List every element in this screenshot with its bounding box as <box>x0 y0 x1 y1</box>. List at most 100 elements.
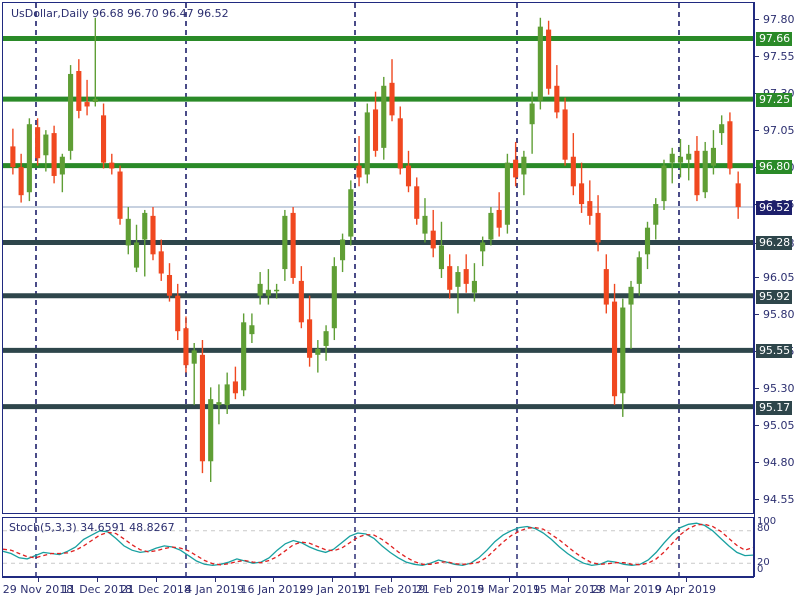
candlestick[interactable] <box>587 180 593 225</box>
candlestick[interactable] <box>422 198 428 243</box>
candlestick[interactable] <box>125 207 131 255</box>
candlestick[interactable] <box>133 224 140 273</box>
candlestick[interactable] <box>59 153 65 193</box>
candlestick[interactable] <box>117 165 123 225</box>
candlestick[interactable] <box>298 266 304 329</box>
candlestick[interactable] <box>10 128 16 175</box>
candlestick[interactable] <box>628 280 634 349</box>
stochastic-indicator-pane[interactable]: Stoch(5,3,3) 34.6591 48.8267 <box>2 517 754 577</box>
candlestick[interactable] <box>282 209 288 281</box>
candlestick[interactable] <box>529 91 535 154</box>
price-scale-axis[interactable]: 97.8097.5597.3097.0596.8096.5596.2896.05… <box>754 2 800 577</box>
candlestick[interactable] <box>84 79 90 116</box>
candlestick[interactable] <box>644 221 651 270</box>
candlestick[interactable] <box>686 144 692 181</box>
candlestick[interactable] <box>241 313 247 397</box>
candlestick[interactable] <box>488 207 494 246</box>
price-level-badge[interactable]: 95.55 <box>756 344 792 359</box>
candlestick[interactable] <box>447 254 453 299</box>
candlestick[interactable] <box>661 159 667 210</box>
candlestick[interactable] <box>537 17 543 110</box>
candlestick[interactable] <box>158 239 164 281</box>
price-level-badge[interactable]: 97.25 <box>756 93 792 108</box>
candlestick[interactable] <box>191 343 197 406</box>
candlestick[interactable] <box>653 198 659 240</box>
candlestick[interactable] <box>43 130 49 172</box>
candlestick[interactable] <box>26 118 32 202</box>
candlestick[interactable] <box>595 195 601 252</box>
candlestick[interactable] <box>546 20 552 95</box>
candlestick[interactable] <box>480 236 486 267</box>
candlestick[interactable] <box>414 177 420 225</box>
candlestick[interactable] <box>521 150 527 196</box>
candlestick[interactable] <box>620 298 626 417</box>
candlestick[interactable] <box>471 263 477 302</box>
candlestick[interactable] <box>290 207 296 284</box>
candlestick[interactable] <box>199 340 206 474</box>
candlestick[interactable] <box>579 162 585 213</box>
price-chart-pane[interactable]: UsDollar,Daily 96.68 96.70 96.47 96.52 <box>2 2 754 514</box>
candlestick[interactable] <box>455 266 461 314</box>
candlestick[interactable] <box>438 221 445 278</box>
candlestick[interactable] <box>356 136 362 187</box>
price-level-badge[interactable]: 96.80 <box>756 159 792 174</box>
price-level-badge[interactable]: 95.17 <box>756 400 792 415</box>
candlestick[interactable] <box>372 91 379 157</box>
candlestick[interactable] <box>166 263 173 302</box>
candlestick[interactable] <box>18 153 24 203</box>
candlestick[interactable] <box>109 153 115 175</box>
candlestick[interactable] <box>504 153 510 234</box>
candlestick[interactable] <box>669 147 675 184</box>
price-level-badge[interactable]: 96.52 <box>756 201 792 215</box>
candlestick[interactable] <box>150 207 156 261</box>
candlestick[interactable] <box>710 130 716 175</box>
candlestick[interactable] <box>463 254 469 293</box>
candlestick[interactable] <box>323 325 329 361</box>
price-level-badge[interactable]: 95.92 <box>756 289 792 304</box>
candlestick[interactable] <box>257 272 263 305</box>
candlestick[interactable] <box>381 76 387 160</box>
candlestick[interactable] <box>513 141 519 187</box>
candlestick[interactable] <box>397 106 403 175</box>
candlestick[interactable] <box>570 133 576 196</box>
candlestick[interactable] <box>224 372 230 414</box>
candlestick[interactable] <box>562 97 568 166</box>
candlestick[interactable] <box>430 209 436 258</box>
candlestick[interactable] <box>100 103 107 169</box>
candlestick[interactable] <box>677 139 684 178</box>
candlestick[interactable] <box>331 257 337 341</box>
candlestick[interactable] <box>348 180 354 246</box>
candlestick[interactable] <box>340 233 346 273</box>
candlestick[interactable] <box>51 125 57 184</box>
candlestick[interactable] <box>554 65 560 119</box>
candlestick[interactable] <box>35 118 41 166</box>
candlestick[interactable] <box>389 59 395 122</box>
candlestick[interactable] <box>175 283 181 341</box>
candlestick[interactable] <box>727 112 733 175</box>
candlestick[interactable] <box>274 283 280 299</box>
candlestick[interactable] <box>92 17 98 107</box>
candlestick[interactable] <box>216 384 222 425</box>
candlestick[interactable] <box>735 171 741 219</box>
candlestick[interactable] <box>265 269 271 305</box>
candlestick[interactable] <box>611 283 618 406</box>
candlestick[interactable] <box>702 141 708 199</box>
candlestick[interactable] <box>364 103 370 184</box>
candlestick[interactable] <box>183 316 189 373</box>
candlestick[interactable] <box>315 340 321 373</box>
candlestick[interactable] <box>719 115 725 145</box>
candlestick[interactable] <box>694 136 700 202</box>
candlestick[interactable] <box>405 150 412 193</box>
candlestick[interactable] <box>636 251 642 296</box>
candlestick[interactable] <box>68 65 74 160</box>
candlestick[interactable] <box>76 59 82 119</box>
price-level-badge[interactable]: 96.28 <box>756 236 792 251</box>
price-level-badge[interactable]: 97.66 <box>756 32 792 47</box>
candlestick[interactable] <box>603 254 609 314</box>
candlestick[interactable] <box>249 313 255 343</box>
candlestick[interactable] <box>142 209 148 277</box>
candlestick[interactable] <box>307 295 313 367</box>
candlestick[interactable] <box>232 366 238 400</box>
candlestick[interactable] <box>496 192 502 237</box>
candlestick[interactable] <box>208 387 214 482</box>
